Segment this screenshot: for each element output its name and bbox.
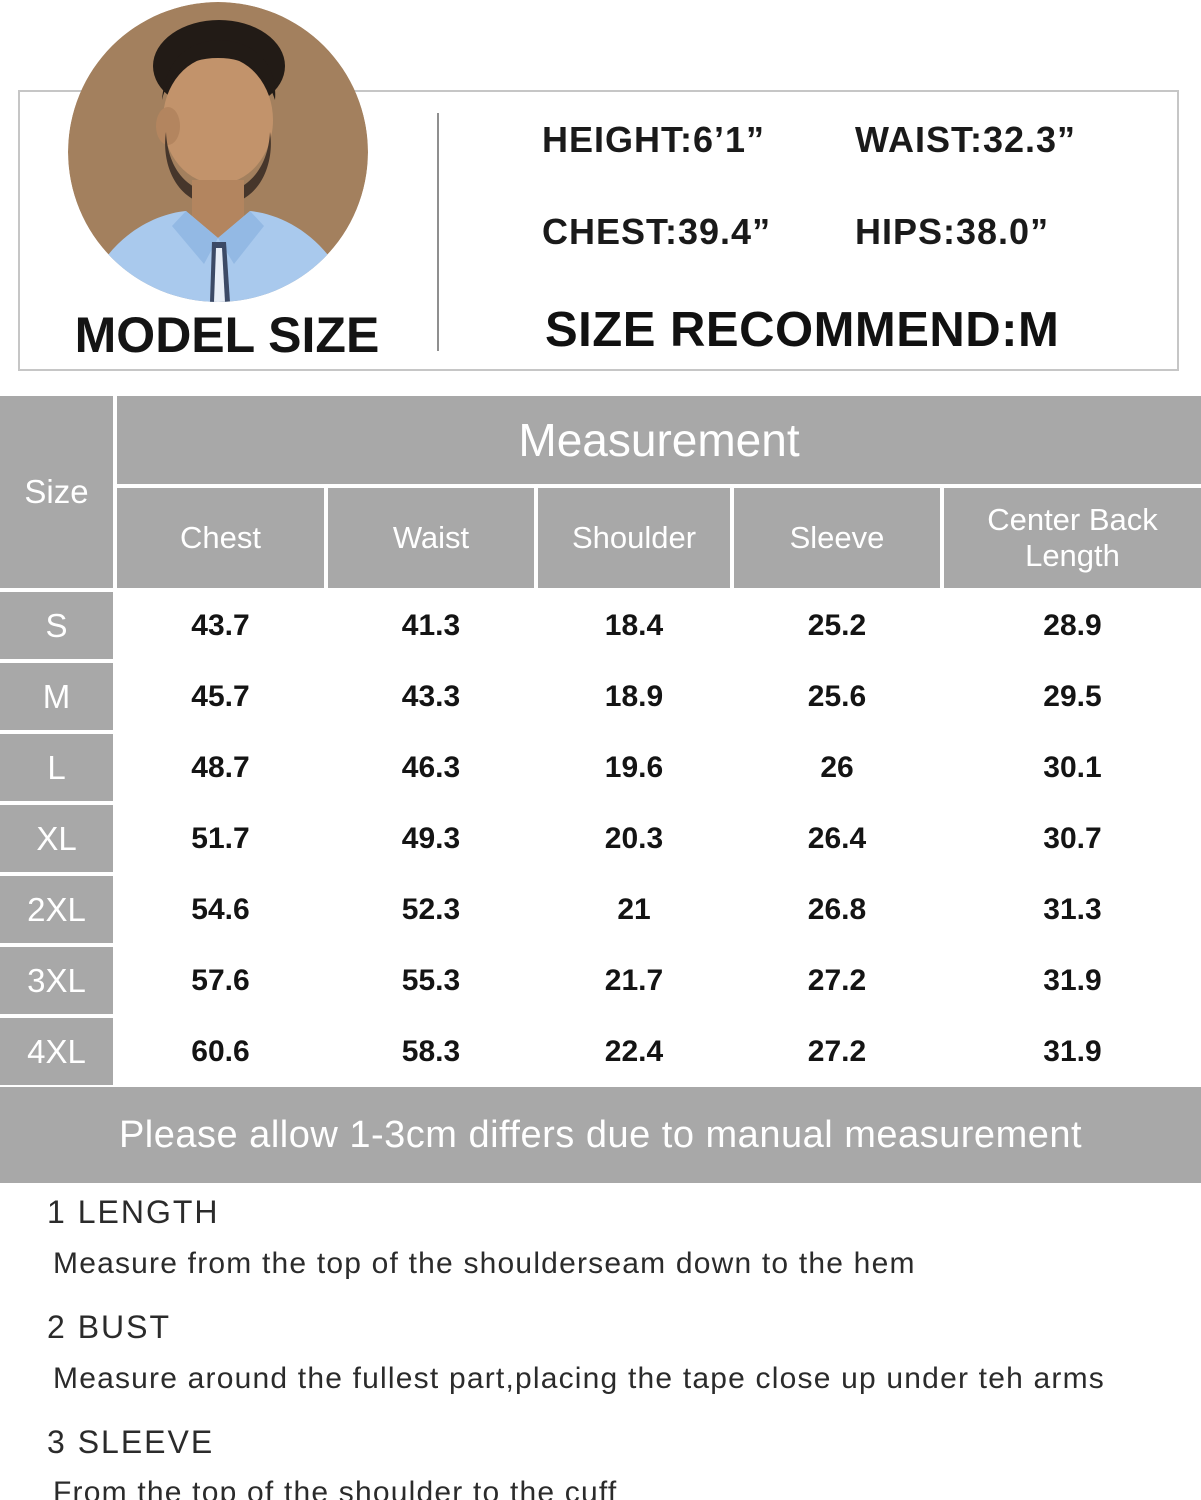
measurement-cell: 55.3 [328, 947, 534, 1014]
measurement-cell: 41.3 [328, 592, 534, 659]
column-header-waist: Waist [328, 488, 534, 588]
card-divider [437, 113, 439, 351]
note-length: 1 LENGTH Measure from the top of the sho… [47, 1194, 1187, 1282]
measurement-cell: 52.3 [328, 876, 534, 943]
model-photo [68, 2, 368, 302]
measurement-cell: 25.6 [734, 663, 940, 730]
measurement-cell: 27.2 [734, 947, 940, 1014]
measurement-cell: 21.7 [538, 947, 730, 1014]
measurement-cell: 46.3 [328, 734, 534, 801]
size-measurement-table: Size Measurement Chest Waist Shoulder Sl… [0, 396, 1201, 1085]
measurement-cell: 29.5 [944, 663, 1201, 730]
measurement-cell: 30.1 [944, 734, 1201, 801]
measurement-cell: 31.9 [944, 1018, 1201, 1085]
measurement-cell: 58.3 [328, 1018, 534, 1085]
note-length-body: Measure from the top of the shoulderseam… [53, 1246, 916, 1280]
measurement-cell: 18.4 [538, 592, 730, 659]
model-size-title: MODEL SIZE [74, 307, 380, 363]
measurement-cell: 31.9 [944, 947, 1201, 1014]
measuring-notes: 1 LENGTH Measure from the top of the sho… [47, 1194, 1187, 1500]
measurement-cell: 43.3 [328, 663, 534, 730]
measurement-cell: 28.9 [944, 592, 1201, 659]
size-cell-4xl: 4XL [0, 1018, 113, 1085]
measurement-group-header: Measurement [117, 396, 1201, 484]
note-sleeve: 3 SLEEVE From the top of the shoulder to… [47, 1424, 1187, 1500]
measurement-cell: 30.7 [944, 805, 1201, 872]
model-portrait-illustration [68, 2, 368, 302]
column-header-chest: Chest [117, 488, 324, 588]
size-cell-s: S [0, 592, 113, 659]
note-sleeve-heading: 3 SLEEVE [47, 1423, 215, 1460]
measurement-cell: 22.4 [538, 1018, 730, 1085]
note-bust-heading: 2 BUST [47, 1308, 172, 1345]
measurement-cell: 45.7 [117, 663, 324, 730]
note-bust-body: Measure around the fullest part,placing … [53, 1361, 1105, 1395]
measurement-cell: 48.7 [117, 734, 324, 801]
size-column-header: Size [0, 396, 113, 588]
column-header-sleeve: Sleeve [734, 488, 940, 588]
note-sleeve-body: From the top of the shoulder to the cuff [53, 1476, 618, 1500]
column-header-center-back-length: Center Back Length [944, 488, 1201, 588]
measurement-cell: 26 [734, 734, 940, 801]
measurement-cell: 19.6 [538, 734, 730, 801]
note-length-heading: 1 LENGTH [47, 1194, 220, 1230]
measurement-cell: 60.6 [117, 1018, 324, 1085]
measurement-cell: 27.2 [734, 1018, 940, 1085]
measurement-cell: 21 [538, 876, 730, 943]
measurement-cell: 26.8 [734, 876, 940, 943]
measurement-cell: 49.3 [328, 805, 534, 872]
column-header-shoulder: Shoulder [538, 488, 730, 588]
measurement-cell: 51.7 [117, 805, 324, 872]
measurement-cell: 57.6 [117, 947, 324, 1014]
model-chest-stat: CHEST:39.4” [542, 211, 772, 252]
measurement-cell: 20.3 [538, 805, 730, 872]
measurement-cell: 25.2 [734, 592, 940, 659]
size-cell-3xl: 3XL [0, 947, 113, 1014]
note-bust: 2 BUST Measure around the fullest part,p… [47, 1309, 1187, 1397]
measurement-disclaimer-banner: Please allow 1-3cm differs due to manual… [0, 1087, 1201, 1183]
model-height-stat: HEIGHT:6’1” [542, 119, 766, 160]
size-cell-m: M [0, 663, 113, 730]
size-cell-2xl: 2XL [0, 876, 113, 943]
model-waist-stat: WAIST:32.3” [855, 119, 1077, 160]
size-cell-l: L [0, 734, 113, 801]
model-hips-stat: HIPS:38.0” [855, 211, 1050, 252]
size-recommend-text: SIZE RECOMMEND:M [545, 303, 1060, 357]
measurement-cell: 26.4 [734, 805, 940, 872]
measurement-cell: 43.7 [117, 592, 324, 659]
measurement-cell: 18.9 [538, 663, 730, 730]
measurement-cell: 54.6 [117, 876, 324, 943]
measurement-cell: 31.3 [944, 876, 1201, 943]
size-cell-xl: XL [0, 805, 113, 872]
